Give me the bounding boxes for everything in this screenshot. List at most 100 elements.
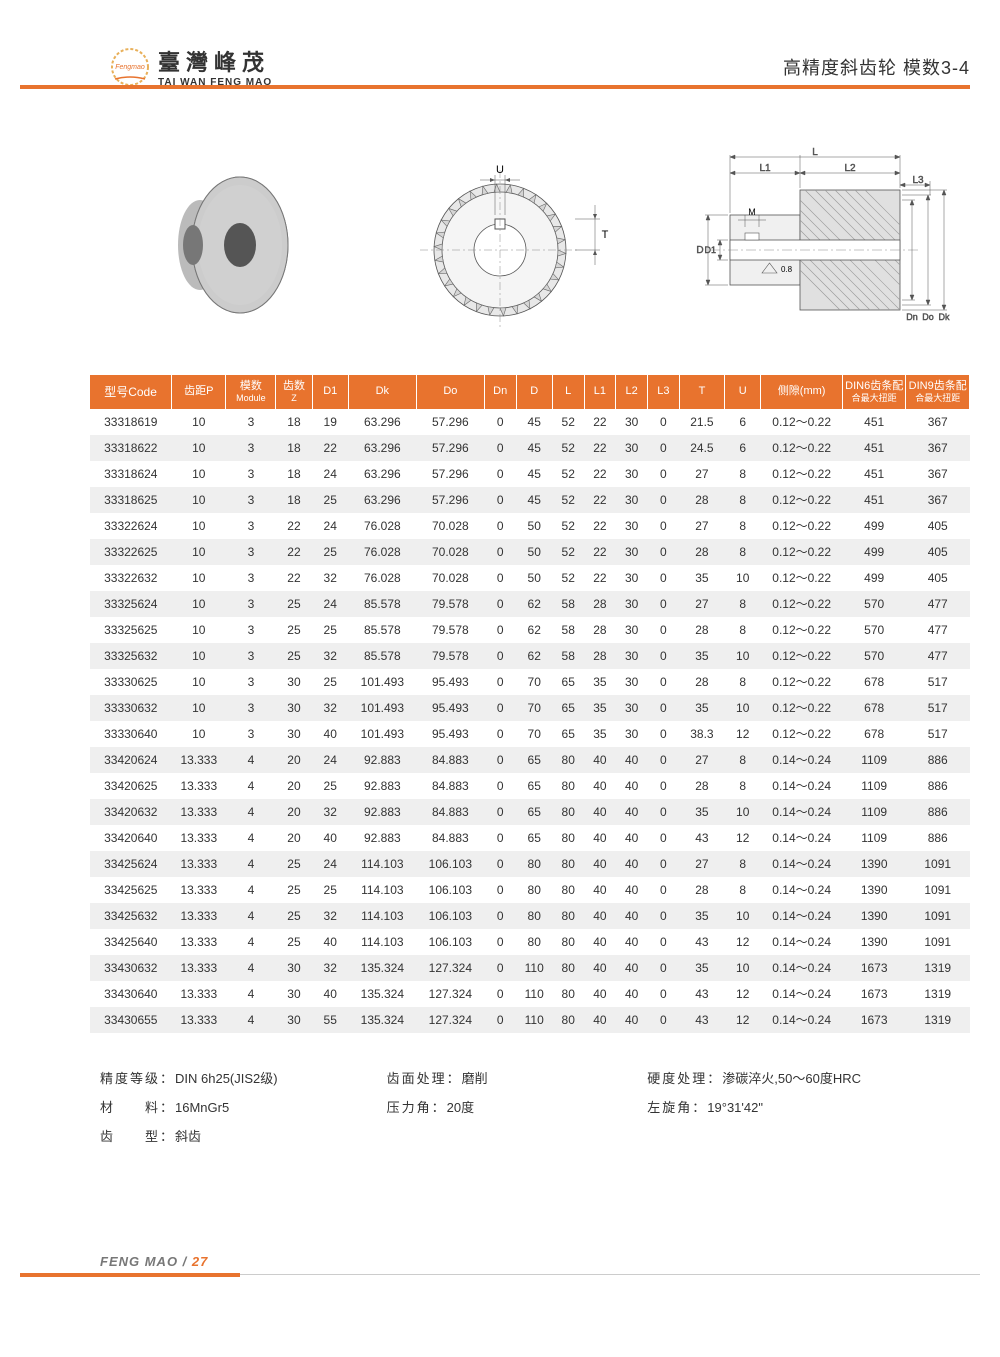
table-cell: 92.883 [348,773,416,799]
table-cell: 52 [552,461,584,487]
table-cell: 40 [584,929,616,955]
table-cell: 0.14～0.24 [761,747,843,773]
table-cell: 33325624 [90,591,172,617]
table-cell: 10 [725,799,761,825]
table-cell: 63.296 [348,487,416,513]
diagram-section-view: M 0.8 L L1 L2 L3 D D [650,145,970,345]
table-cell: 8 [725,747,761,773]
table-cell: 3 [226,721,276,747]
table-cell: 35 [679,565,724,591]
table-cell: 33322624 [90,513,172,539]
table-cell: 0.12～0.22 [761,617,843,643]
table-cell: 43 [679,825,724,851]
table-cell: 63.296 [348,435,416,461]
table-cell: 3 [226,669,276,695]
table-cell: 13.333 [172,799,226,825]
table-cell: 10 [172,513,226,539]
svg-text:D: D [696,245,703,256]
table-cell: 0 [648,695,680,721]
table-cell: 0 [484,669,516,695]
table-cell: 0.12～0.22 [761,487,843,513]
table-cell: 0 [484,435,516,461]
table-cell: 0 [484,877,516,903]
table-cell: 4 [226,773,276,799]
table-cell: 570 [842,591,905,617]
table-cell: 477 [906,617,970,643]
table-cell: 27 [679,591,724,617]
table-cell: 30 [616,461,648,487]
table-cell: 28 [584,617,616,643]
table-cell: 24 [312,747,348,773]
table-cell: 1109 [842,773,905,799]
table-cell: 3 [226,513,276,539]
table-cell: 114.103 [348,903,416,929]
table-cell: 25 [312,487,348,513]
table-row: 33322624103222476.02870.0280505222300278… [90,513,970,539]
table-cell: 33322625 [90,539,172,565]
table-cell: 95.493 [416,721,484,747]
col-header: T [679,375,724,409]
table-cell: 0 [648,981,680,1007]
table-cell: 0 [484,513,516,539]
table-cell: 27 [679,747,724,773]
table-cell: 367 [906,435,970,461]
table-cell: 886 [906,825,970,851]
col-header: 侧隙(mm) [761,375,843,409]
table-cell: 40 [616,955,648,981]
table-cell: 13.333 [172,773,226,799]
table-cell: 80 [552,1007,584,1033]
table-cell: 8 [725,669,761,695]
table-cell: 127.324 [416,1007,484,1033]
table-cell: 127.324 [416,955,484,981]
table-cell: 8 [725,773,761,799]
table-cell: 1673 [842,1007,905,1033]
table-cell: 84.883 [416,773,484,799]
table-cell: 10 [725,643,761,669]
table-cell: 0 [484,721,516,747]
table-cell: 0.12～0.22 [761,643,843,669]
table-cell: 1091 [906,877,970,903]
table-cell: 45 [516,487,552,513]
table-cell: 0 [648,669,680,695]
footer-brand: FENG MAO [100,1254,178,1269]
table-cell: 451 [842,487,905,513]
table-cell: 1109 [842,799,905,825]
table-cell: 10 [172,669,226,695]
table-cell: 30 [276,721,312,747]
table-cell: 13.333 [172,1007,226,1033]
table-cell: 8 [725,487,761,513]
col-header: Dn [484,375,516,409]
table-cell: 58 [552,591,584,617]
note-item: 材 料：16MnGr5 [100,1097,387,1116]
table-cell: 63.296 [348,409,416,435]
table-cell: 0.14～0.24 [761,903,843,929]
table-row: 3343063213.33343032135.324127.3240110804… [90,955,970,981]
table-cell: 0 [648,513,680,539]
table-cell: 35 [679,903,724,929]
table-cell: 22 [584,539,616,565]
table-cell: 40 [616,747,648,773]
note-item [387,1126,648,1145]
svg-text:D1: D1 [704,245,716,255]
table-cell: 52 [552,565,584,591]
table-cell: 30 [616,721,648,747]
brand-name-cn: 臺灣峰茂 [158,45,272,77]
table-cell: 10 [172,539,226,565]
table-cell: 1390 [842,877,905,903]
table-cell: 40 [616,851,648,877]
table-cell: 50 [516,513,552,539]
table-cell: 40 [616,799,648,825]
table-row: 33318624103182463.29657.2960455222300278… [90,461,970,487]
table-cell: 35 [584,669,616,695]
table-cell: 0 [648,903,680,929]
table-cell: 4 [226,851,276,877]
table-row: 33325625103252585.57879.5780625828300288… [90,617,970,643]
table-cell: 8 [725,877,761,903]
table-cell: 24.5 [679,435,724,461]
table-cell: 0 [648,565,680,591]
table-cell: 1319 [906,955,970,981]
table-cell: 22 [584,487,616,513]
table-cell: 0 [648,643,680,669]
table-cell: 1319 [906,1007,970,1033]
table-cell: 451 [842,409,905,435]
